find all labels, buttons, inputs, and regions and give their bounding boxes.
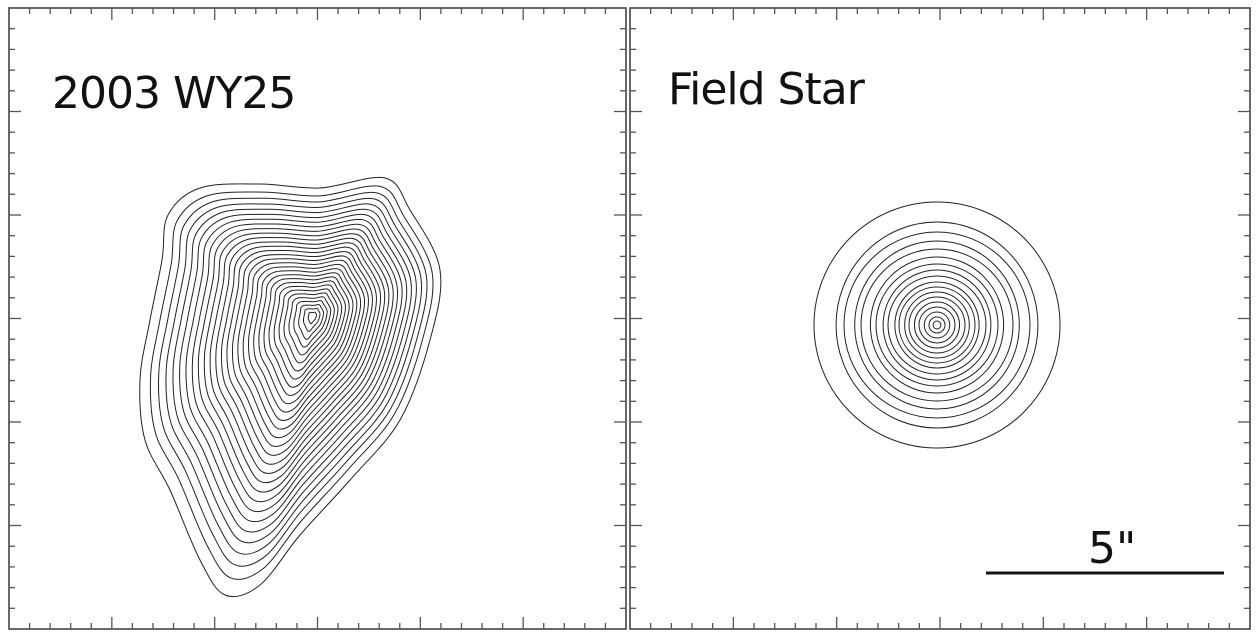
panel-label: Field Star (668, 64, 866, 115)
contour-line (226, 246, 377, 456)
panel-field-star: Field Star 5" (629, 7, 1251, 630)
contour-line (908, 296, 966, 354)
contour-line (268, 280, 346, 388)
scale-bar-label: 5" (1088, 523, 1136, 574)
contour-line (882, 269, 992, 381)
contour-line (185, 213, 408, 523)
panel-2003-wy25: 2003 WY25 (8, 7, 627, 630)
contour-line (887, 275, 987, 375)
contour-line (918, 306, 956, 344)
contour-line (248, 263, 362, 421)
contour-line (923, 311, 951, 339)
contour-line (813, 201, 1061, 449)
contour-line (928, 316, 946, 334)
axis-ticks (9, 8, 626, 629)
contour-line (231, 251, 373, 447)
contour-line (904, 291, 970, 359)
contour-map-field-star (813, 201, 1061, 449)
contour-line (172, 203, 417, 544)
contour-line (273, 284, 343, 380)
contour-line (237, 255, 369, 439)
contour-line (258, 272, 354, 405)
contour-line (932, 320, 942, 330)
contour-line (253, 268, 358, 413)
contour-line (263, 276, 350, 396)
contour-line (220, 242, 382, 465)
axis-ticks (630, 8, 1250, 629)
contour-line (843, 231, 1031, 419)
contour-line (209, 233, 390, 484)
contour-line (149, 185, 434, 580)
contour-line (293, 300, 328, 348)
contour-line (203, 228, 394, 493)
contour-line (298, 304, 325, 340)
contour-line (165, 197, 422, 555)
contour-line (139, 176, 442, 598)
contour-line (913, 301, 961, 349)
contour-line (242, 259, 366, 430)
contour-map-2003-wy25 (139, 176, 442, 598)
contour-line (197, 223, 399, 503)
contour-line (854, 240, 1020, 410)
contour-line (894, 281, 980, 369)
contour-line (158, 191, 428, 567)
contour-line (191, 218, 403, 513)
contour-line (898, 286, 976, 364)
contour-line (869, 256, 1005, 394)
contour-line (283, 292, 335, 364)
contour-line (288, 296, 332, 356)
contour-line (278, 288, 339, 372)
panel-label: 2003 WY25 (52, 68, 295, 119)
contour-line (179, 208, 412, 533)
contour-line (302, 307, 321, 332)
contour-line (860, 248, 1014, 402)
contour-line (875, 263, 999, 387)
contour-line (307, 311, 318, 325)
contour-line (835, 221, 1039, 429)
contour-line (215, 237, 386, 474)
